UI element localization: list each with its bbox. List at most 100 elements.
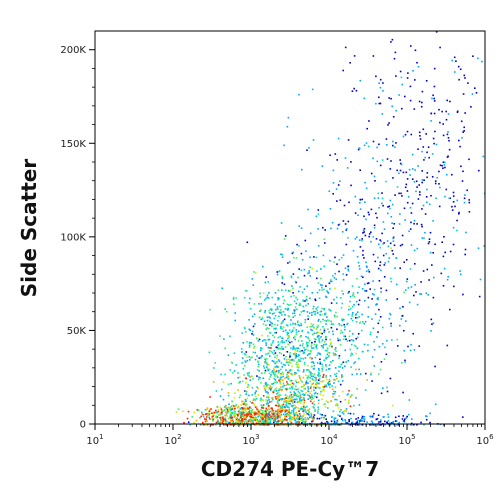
event-dot xyxy=(275,346,278,349)
event-dot xyxy=(186,417,189,420)
event-dot xyxy=(307,386,309,388)
event-dot xyxy=(270,308,273,311)
event-dot xyxy=(394,51,397,54)
event-dot xyxy=(279,414,281,416)
event-dot xyxy=(269,320,271,323)
event-dot xyxy=(355,314,357,316)
event-dot xyxy=(276,360,278,363)
event-dot xyxy=(295,329,298,331)
event-dot xyxy=(225,310,228,313)
event-dot xyxy=(368,120,370,122)
event-dot xyxy=(432,94,434,97)
event-dot xyxy=(360,329,363,332)
event-dot xyxy=(460,165,462,168)
event-dot xyxy=(321,165,324,167)
event-dot xyxy=(247,374,249,376)
event-dot xyxy=(257,409,259,411)
event-dot xyxy=(342,390,344,393)
event-dot xyxy=(314,299,317,302)
event-dot xyxy=(286,404,288,407)
event-dot xyxy=(266,424,269,426)
event-dot xyxy=(257,413,260,415)
event-dot xyxy=(262,410,264,412)
event-dot xyxy=(281,289,283,291)
event-dot xyxy=(227,392,230,394)
event-dot xyxy=(313,364,316,367)
event-dot xyxy=(313,310,315,313)
event-dot xyxy=(463,201,466,204)
event-dot xyxy=(261,317,264,320)
event-dot xyxy=(328,382,331,384)
event-dot xyxy=(375,418,378,421)
event-dot xyxy=(281,254,283,256)
event-dot xyxy=(359,208,362,210)
event-dot xyxy=(311,267,313,270)
event-dot xyxy=(233,352,236,354)
plot-frame xyxy=(94,30,486,425)
event-dot xyxy=(355,368,357,371)
event-dot xyxy=(387,124,389,126)
event-dot xyxy=(354,345,357,348)
event-dot xyxy=(368,145,370,148)
event-dot xyxy=(288,408,291,411)
event-dot xyxy=(294,323,297,326)
event-dot xyxy=(254,323,256,325)
event-dot xyxy=(391,339,393,341)
event-dot xyxy=(451,209,454,211)
event-dot xyxy=(405,320,407,322)
event-dot xyxy=(279,368,282,371)
event-dot xyxy=(292,251,295,254)
event-dot xyxy=(349,396,352,398)
event-dot xyxy=(304,239,307,242)
event-dot xyxy=(309,380,312,383)
event-dot xyxy=(306,418,308,421)
event-dot xyxy=(265,399,267,401)
event-dot xyxy=(271,313,274,315)
event-dot xyxy=(308,371,311,373)
event-dot xyxy=(248,319,250,321)
event-dot xyxy=(403,329,405,332)
event-dot xyxy=(468,199,470,201)
event-dot xyxy=(212,424,214,426)
event-dot xyxy=(283,318,286,321)
event-dot xyxy=(241,400,243,403)
event-dot xyxy=(271,408,273,411)
event-dot xyxy=(334,417,337,419)
event-dot xyxy=(325,418,327,420)
event-dot xyxy=(298,421,300,424)
event-dot xyxy=(267,424,270,426)
event-dot xyxy=(368,271,371,273)
event-dot xyxy=(297,407,299,409)
event-dot xyxy=(282,320,285,322)
event-dot xyxy=(377,256,379,259)
event-dot xyxy=(462,93,465,95)
event-dot xyxy=(252,420,254,422)
event-dot xyxy=(297,363,300,366)
event-dot xyxy=(262,411,265,414)
event-dot xyxy=(175,411,178,413)
event-dot xyxy=(351,421,354,424)
event-dot xyxy=(321,313,323,316)
event-dot xyxy=(283,238,286,240)
event-dot xyxy=(291,252,294,255)
event-dot xyxy=(298,392,301,394)
event-dot xyxy=(309,275,311,277)
event-dot xyxy=(281,379,283,381)
event-dot xyxy=(284,235,287,237)
event-dot xyxy=(235,364,237,366)
event-dot xyxy=(302,393,304,396)
event-dot xyxy=(260,349,262,352)
event-dot xyxy=(309,352,312,355)
event-dot xyxy=(280,419,282,422)
event-dot xyxy=(404,361,406,363)
event-dot xyxy=(289,415,291,417)
event-dot xyxy=(353,87,355,90)
event-dot xyxy=(323,265,325,268)
event-dot xyxy=(251,394,253,396)
event-dot xyxy=(302,351,305,353)
event-dot xyxy=(267,402,269,405)
event-dot xyxy=(308,271,311,274)
event-dot xyxy=(276,415,278,418)
event-dot xyxy=(343,323,345,326)
event-dot xyxy=(289,380,291,382)
